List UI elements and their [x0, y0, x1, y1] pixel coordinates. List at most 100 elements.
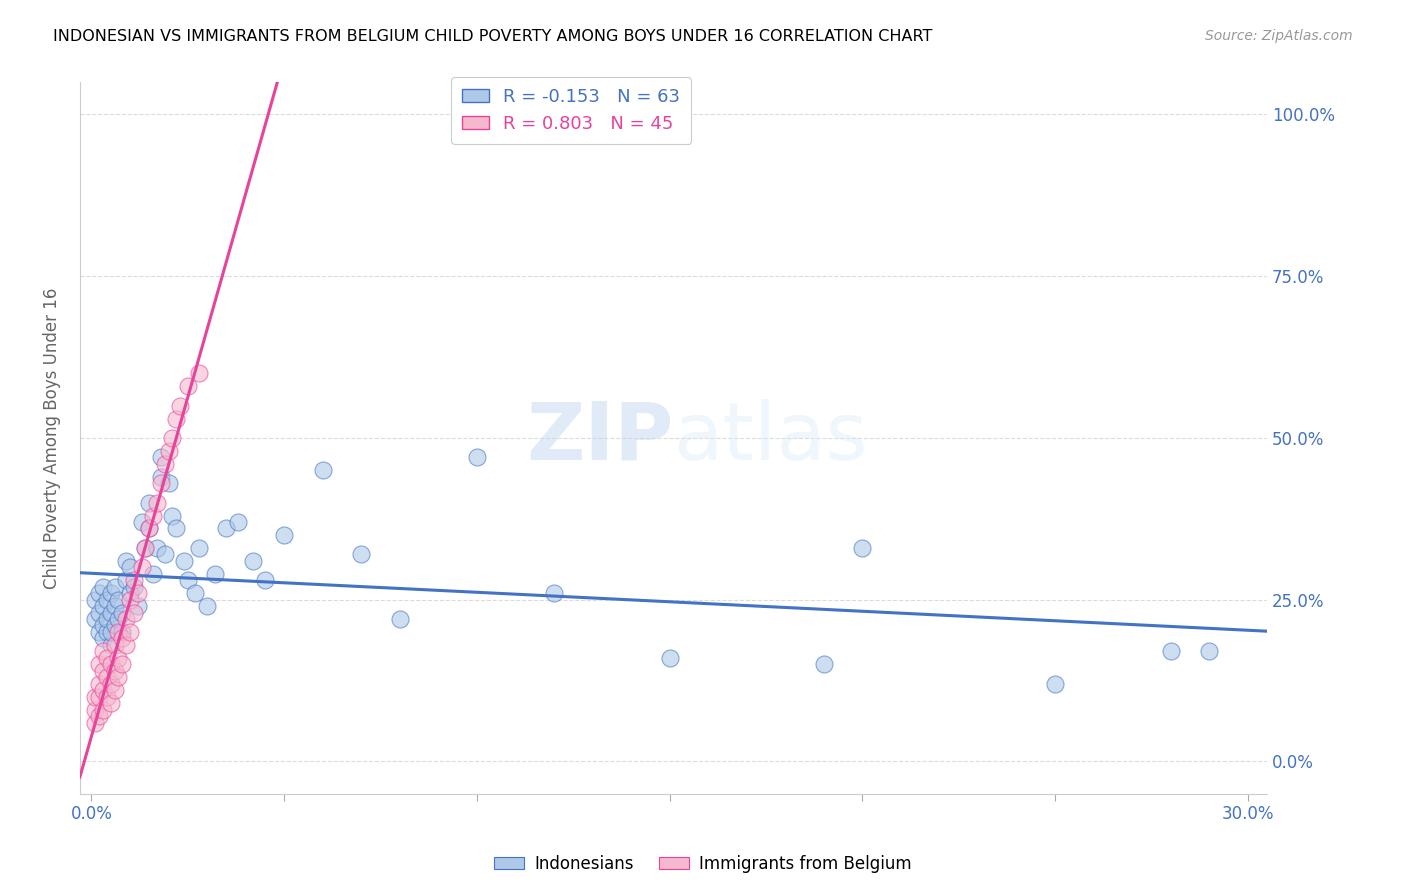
Point: [142, 508, 165, 523]
Text: Source: ZipAtlas.com: Source: ZipAtlas.com: [1205, 29, 1353, 43]
Point: [100, 638, 122, 652]
Point: [89, 624, 111, 639]
Point: [115, 554, 138, 568]
Point: [165, 521, 187, 535]
Point: [388, 612, 411, 626]
Legend: R = -0.153   N = 63, R = 0.803   N = 45: R = -0.153 N = 63, R = 0.803 N = 45: [451, 77, 692, 144]
Point: [89, 606, 111, 620]
Point: [242, 554, 264, 568]
Point: [177, 379, 200, 393]
Point: [91, 632, 114, 646]
Point: [658, 650, 681, 665]
Point: [1160, 644, 1182, 658]
Point: [1043, 676, 1066, 690]
Point: [103, 599, 125, 613]
Point: [149, 450, 172, 465]
Point: [96, 612, 118, 626]
Text: ZIP: ZIP: [526, 399, 673, 477]
Point: [226, 515, 249, 529]
Point: [131, 515, 153, 529]
Point: [103, 664, 125, 678]
Point: [118, 624, 141, 639]
Point: [188, 541, 211, 555]
Point: [103, 618, 125, 632]
Point: [115, 638, 138, 652]
Point: [138, 495, 160, 509]
Point: [162, 508, 184, 523]
Point: [177, 573, 200, 587]
Point: [84, 715, 107, 730]
Point: [131, 560, 153, 574]
Point: [84, 612, 107, 626]
Point: [107, 592, 129, 607]
Point: [153, 547, 176, 561]
Point: [118, 592, 141, 607]
Point: [91, 702, 114, 716]
Point: [89, 676, 111, 690]
Point: [91, 618, 114, 632]
Point: [138, 521, 160, 535]
Point: [89, 586, 111, 600]
Point: [204, 566, 226, 581]
Point: [111, 632, 134, 646]
Point: [122, 580, 145, 594]
Point: [103, 638, 125, 652]
Point: [103, 683, 125, 698]
Point: [91, 664, 114, 678]
Point: [89, 709, 111, 723]
Point: [96, 670, 118, 684]
Point: [813, 657, 835, 672]
Point: [169, 399, 191, 413]
Point: [157, 443, 180, 458]
Point: [91, 580, 114, 594]
Point: [89, 690, 111, 704]
Point: [1198, 644, 1220, 658]
Point: [253, 573, 276, 587]
Point: [134, 541, 156, 555]
Point: [127, 599, 149, 613]
Point: [465, 450, 488, 465]
Point: [157, 476, 180, 491]
Legend: Indonesians, Immigrants from Belgium: Indonesians, Immigrants from Belgium: [488, 848, 918, 880]
Point: [851, 541, 873, 555]
Point: [91, 683, 114, 698]
Point: [89, 657, 111, 672]
Text: INDONESIAN VS IMMIGRANTS FROM BELGIUM CHILD POVERTY AMONG BOYS UNDER 16 CORRELAT: INDONESIAN VS IMMIGRANTS FROM BELGIUM CH…: [53, 29, 932, 44]
Point: [162, 431, 184, 445]
Point: [273, 528, 295, 542]
Point: [118, 560, 141, 574]
Point: [111, 624, 134, 639]
Point: [149, 476, 172, 491]
Point: [111, 606, 134, 620]
Point: [84, 702, 107, 716]
Point: [96, 650, 118, 665]
Point: [96, 690, 118, 704]
Point: [311, 463, 333, 477]
Y-axis label: Child Poverty Among Boys Under 16: Child Poverty Among Boys Under 16: [44, 287, 60, 589]
Point: [107, 670, 129, 684]
Point: [100, 624, 122, 639]
Point: [350, 547, 373, 561]
Point: [118, 586, 141, 600]
Point: [122, 573, 145, 587]
Point: [134, 541, 156, 555]
Point: [91, 599, 114, 613]
Point: [173, 554, 195, 568]
Point: [146, 495, 169, 509]
Point: [100, 657, 122, 672]
Point: [184, 586, 207, 600]
Point: [111, 657, 134, 672]
Point: [84, 690, 107, 704]
Text: atlas: atlas: [673, 399, 868, 477]
Point: [100, 696, 122, 710]
Point: [91, 644, 114, 658]
Point: [100, 586, 122, 600]
Point: [195, 599, 218, 613]
Point: [103, 580, 125, 594]
Point: [84, 592, 107, 607]
Point: [100, 606, 122, 620]
Point: [107, 624, 129, 639]
Point: [188, 366, 211, 380]
Point: [122, 606, 145, 620]
Point: [165, 411, 187, 425]
